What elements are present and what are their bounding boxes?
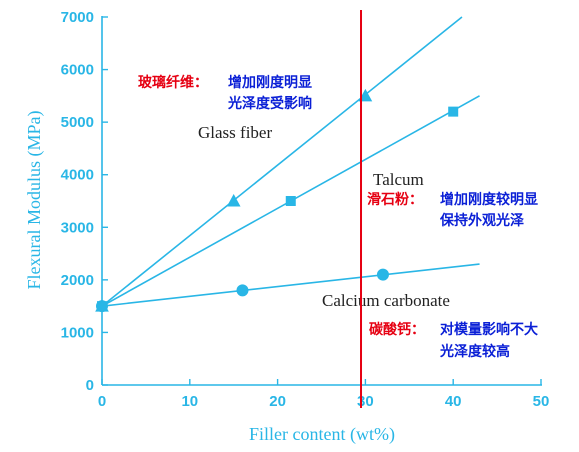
data-point-talcum	[448, 106, 459, 117]
data-point-calcium-carbonate	[376, 268, 389, 281]
annotation-glass-text-2: 光泽度受影响	[227, 95, 312, 112]
x-ticks: 0 10 20 30 40 50	[98, 379, 550, 410]
x-tick-label: 50	[533, 393, 550, 410]
annotation-glass-text-1: 增加刚度明显	[228, 74, 312, 91]
annotation-caco3-label: 碳酸钙：	[369, 321, 425, 338]
x-axis-title: Filler content (wt%)	[249, 424, 395, 445]
y-ticks: 0 1000 2000 3000 4000 5000 6000 7000	[61, 9, 108, 394]
annotation-glass-label: 玻璃纤维：	[138, 74, 208, 91]
y-tick-label: 2000	[61, 272, 94, 289]
data-point-calcium-carbonate	[236, 284, 249, 297]
series-label-calcium-carbonate: Calcium carbonate	[322, 291, 450, 310]
data-point-glass-fiber	[226, 193, 241, 207]
series-label-glass-fiber: Glass fiber	[198, 123, 272, 142]
annotation-talcum-label: 滑石粉：	[367, 191, 423, 208]
y-tick-label: 4000	[61, 167, 94, 184]
annotation-caco3-text-1: 对模量影响不大	[440, 321, 538, 338]
y-tick-label: 0	[86, 377, 94, 394]
y-tick-label: 6000	[61, 62, 94, 79]
data-point-glass-fiber	[358, 88, 373, 102]
data-point-talcum	[285, 196, 296, 206]
y-tick-label: 5000	[61, 114, 94, 131]
annotation-talcum-text-2: 保持外观光泽	[439, 212, 524, 229]
annotation-caco3-text-2: 光泽度较高	[439, 343, 510, 360]
y-axis-title: Flexural Modulus (MPa)	[24, 111, 45, 290]
data-point-calcium-carbonate	[96, 300, 108, 313]
y-tick-label: 3000	[61, 219, 94, 236]
x-tick-label: 40	[445, 393, 462, 410]
x-tick-label: 30	[357, 393, 374, 410]
series-line-glass-fiber	[101, 16, 463, 307]
series-label-talcum: Talcum	[373, 170, 424, 189]
x-tick-label: 20	[269, 393, 286, 410]
series-layer	[95, 16, 480, 313]
y-tick-label: 7000	[61, 9, 94, 26]
x-tick-label: 10	[181, 393, 198, 410]
series-line-calcium-carbonate	[101, 263, 480, 307]
annotation-talcum-text-1: 增加刚度较明显	[440, 191, 538, 208]
y-tick-label: 1000	[61, 324, 94, 341]
x-tick-label: 0	[98, 393, 106, 410]
